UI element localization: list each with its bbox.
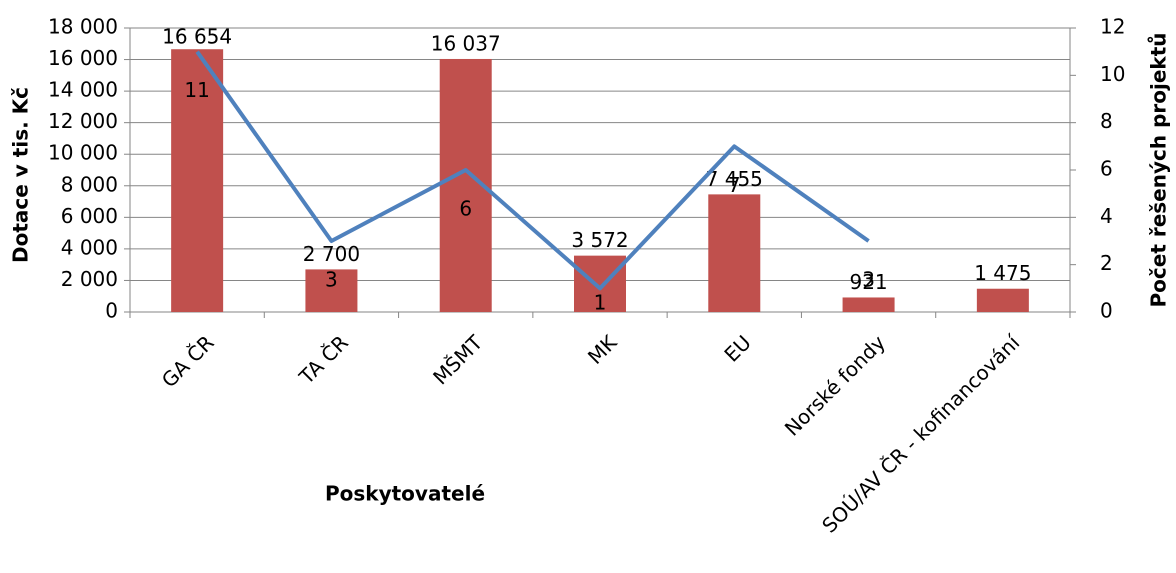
y-tick-label: 0	[105, 299, 118, 323]
bar	[842, 297, 895, 312]
line-value-label: 1	[594, 291, 607, 315]
y2-tick-label: 4	[1100, 204, 1113, 228]
y-tick-label: 2 000	[61, 267, 118, 291]
y-tick-label: 4 000	[61, 235, 118, 259]
y-tick-label: 10 000	[48, 141, 118, 165]
x-tick-label: Norské fondy	[780, 330, 890, 440]
y-tick-label: 12 000	[48, 109, 118, 133]
y-tick-label: 14 000	[48, 78, 118, 102]
y2-tick-label: 2	[1100, 251, 1113, 275]
x-tick-label: EU	[719, 330, 755, 366]
y-tick-label: 6 000	[61, 204, 118, 228]
line-value-label: 3	[325, 268, 338, 292]
bar-value-label: 3 572	[571, 228, 628, 252]
y2-tick-label: 12	[1100, 15, 1125, 39]
y2-tick-label: 8	[1100, 109, 1113, 133]
bar-value-label: 16 654	[162, 25, 232, 49]
y-tick-label: 8 000	[61, 172, 118, 196]
bar-value-label: 921	[849, 270, 887, 294]
bar	[305, 269, 358, 312]
line	[195, 50, 870, 291]
bar-value-label: 16 037	[431, 31, 501, 55]
y2-axis-title: Počet řešených projektů	[1147, 32, 1171, 307]
y2-tick-label: 0	[1100, 299, 1113, 323]
bar	[708, 194, 761, 312]
bar	[574, 255, 626, 312]
line-value-label: 11	[184, 78, 209, 102]
x-tick-label: MŠMT	[428, 330, 488, 390]
bar-value-label: 7 455	[706, 167, 763, 191]
bar	[171, 49, 224, 313]
x-axis-title: Poskytovatelé	[325, 482, 485, 506]
bar-value-label: 1 475	[974, 261, 1031, 285]
y-axis-title: Dotace v tis. Kč	[9, 87, 33, 263]
line-value-label: 7	[728, 173, 741, 197]
line-value-label: 6	[459, 197, 472, 221]
y2-tick-label: 10	[1100, 62, 1125, 86]
x-tick-label: MK	[583, 330, 622, 369]
bar	[976, 288, 1029, 312]
bar-value-label: 2 700	[303, 242, 360, 266]
y-tick-label: 18 000	[48, 15, 118, 39]
y2-tick-label: 6	[1100, 157, 1113, 181]
line-value-label: 3	[862, 268, 875, 292]
x-tick-label: GA ČR	[157, 330, 219, 392]
x-tick-label: TA ČR	[294, 330, 353, 389]
y-tick-label: 16 000	[48, 46, 118, 70]
